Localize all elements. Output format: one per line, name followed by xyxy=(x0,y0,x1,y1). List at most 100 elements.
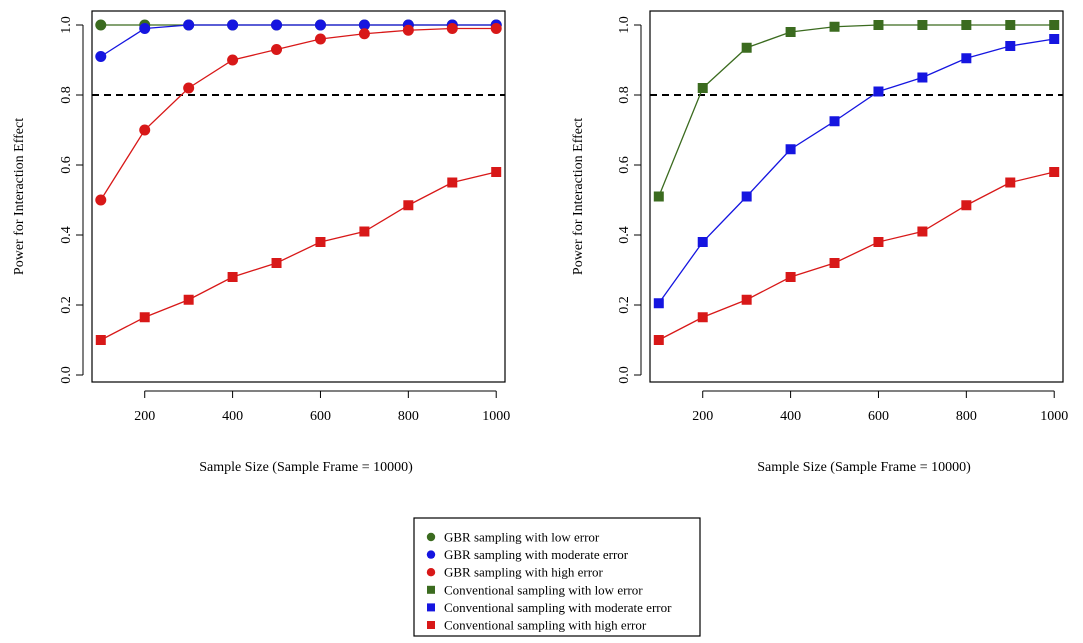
data-point xyxy=(829,258,840,268)
data-point xyxy=(741,42,752,53)
data-point xyxy=(1049,167,1060,177)
x-tick-label: 800 xyxy=(956,409,977,424)
data-point xyxy=(271,19,283,31)
legend-marker-square xyxy=(427,621,435,629)
data-point xyxy=(95,51,107,62)
x-axis: 200 400 600 800 1000 xyxy=(134,390,510,424)
data-point xyxy=(697,312,708,323)
plot-frame xyxy=(649,10,1064,383)
y-tick-label: 0.6 xyxy=(59,156,74,174)
data-point xyxy=(139,23,151,34)
data-point xyxy=(917,72,928,83)
y-tick-label: 0.2 xyxy=(59,296,74,314)
y-tick-label: 0.6 xyxy=(617,156,632,174)
series-line xyxy=(100,27,497,201)
data-point xyxy=(741,294,752,305)
data-point xyxy=(491,167,502,177)
data-point xyxy=(1005,20,1016,30)
data-point xyxy=(403,200,414,211)
data-point xyxy=(447,177,458,188)
data-point xyxy=(227,272,238,282)
data-point xyxy=(227,19,239,31)
data-point xyxy=(917,20,928,30)
legend-label: Conventional sampling with low error xyxy=(444,582,643,597)
data-point xyxy=(271,258,282,268)
data-point xyxy=(314,33,326,45)
data-point xyxy=(653,298,664,309)
series-conventional-sampling-with-high-error xyxy=(95,167,502,345)
data-point xyxy=(1005,41,1016,51)
legend-marker-square xyxy=(427,603,435,612)
legend-item: GBR sampling with moderate error xyxy=(426,547,629,562)
legend-label: GBR sampling with low error xyxy=(444,530,600,545)
data-point xyxy=(961,20,972,30)
x-axis: 200 400 600 800 1000 xyxy=(692,390,1068,424)
legend-label: GBR sampling with moderate error xyxy=(444,547,629,562)
series-line xyxy=(100,171,497,341)
y-tick-label: 0.4 xyxy=(59,226,74,244)
x-axis-title: Sample Size (Sample Frame = 10000) xyxy=(199,460,413,475)
series-conventional-sampling-with-moderate-error xyxy=(653,34,1060,309)
data-point xyxy=(183,294,194,305)
chart-panel-2: 200 400 600 800 1000 0.0 0.2 0.4 0.6 0.8 1.0 Sample… xyxy=(571,10,1068,475)
legend-marker-circle xyxy=(426,532,436,542)
legend-item: GBR sampling with high error xyxy=(426,565,604,580)
data-point xyxy=(1005,177,1016,188)
data-point xyxy=(271,44,283,55)
legend-marker-circle xyxy=(426,568,436,577)
data-point xyxy=(1049,34,1060,44)
data-point xyxy=(961,200,972,211)
data-point xyxy=(785,144,796,155)
y-tick-label: 0.8 xyxy=(617,86,632,104)
legend-label: Conventional sampling with high error xyxy=(444,618,647,633)
y-tick-label: 0.0 xyxy=(617,366,632,384)
legend-item: Conventional sampling with low error xyxy=(427,582,643,597)
y-tick-label: 1.0 xyxy=(617,16,632,34)
legend: GBR sampling with low error GBR sampling … xyxy=(413,517,701,637)
data-point xyxy=(697,83,708,93)
legend-item: GBR sampling with low error xyxy=(426,530,600,545)
data-point xyxy=(359,226,370,237)
data-point xyxy=(183,19,195,31)
data-point xyxy=(358,19,370,31)
data-point xyxy=(873,20,884,30)
legend-label: GBR sampling with high error xyxy=(444,565,604,580)
data-point xyxy=(183,82,195,94)
data-point xyxy=(785,272,796,282)
series-line xyxy=(100,24,497,58)
data-point xyxy=(829,116,840,127)
data-point xyxy=(315,237,326,247)
data-point xyxy=(139,124,151,136)
legend-item: Conventional sampling with moderate erro… xyxy=(427,600,672,615)
data-point xyxy=(490,23,502,34)
legend-item: Conventional sampling with high error xyxy=(427,618,647,633)
chart-panel-1: 200 400 600 800 1000 0.0 0.2 0.4 0.6 0.8 1.0 Sample… xyxy=(12,10,510,475)
data-point xyxy=(227,54,239,66)
series-line xyxy=(658,24,1055,197)
x-tick-label: 600 xyxy=(310,409,331,424)
data-point xyxy=(785,27,796,37)
y-axis-title: Power for Interaction Effect xyxy=(571,118,586,275)
series-conventional-sampling-with-high-error xyxy=(653,167,1060,345)
x-tick-label: 400 xyxy=(780,409,801,424)
y-tick-label: 0.4 xyxy=(617,226,632,244)
data-point xyxy=(873,237,884,247)
data-point xyxy=(697,237,708,247)
y-axis-title: Power for Interaction Effect xyxy=(12,118,27,275)
y-axis: 0.0 0.2 0.4 0.6 0.8 1.0 xyxy=(617,16,642,384)
data-point xyxy=(95,194,107,206)
data-point xyxy=(358,28,370,40)
data-point xyxy=(653,335,664,345)
series-gbr-sampling-with-moderate-error xyxy=(95,19,502,62)
x-tick-label: 1000 xyxy=(1040,409,1068,424)
series-conventional-sampling-with-low-error xyxy=(653,20,1060,202)
series-line xyxy=(658,171,1055,341)
x-tick-label: 200 xyxy=(134,409,155,424)
legend-label: Conventional sampling with moderate erro… xyxy=(444,600,672,615)
data-point xyxy=(917,226,928,237)
legend-marker-square xyxy=(427,585,435,594)
y-tick-label: 1.0 xyxy=(59,16,74,34)
data-point xyxy=(829,21,840,32)
x-tick-label: 800 xyxy=(398,409,419,424)
